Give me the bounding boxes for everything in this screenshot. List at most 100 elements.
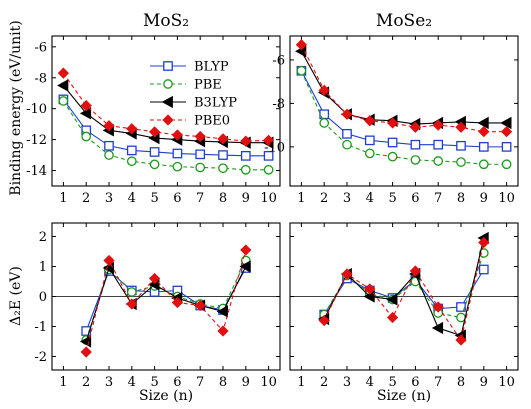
- y-tick-label: -14: [26, 164, 47, 179]
- y-tick-label: -2: [34, 350, 47, 365]
- series-line-blyp: [300, 70, 507, 148]
- x-tick-label: 5: [388, 191, 396, 206]
- ylabel-delta: Δ₂E (eV): [8, 266, 24, 326]
- data-point-pbe0: [103, 120, 115, 132]
- legend-label: BLYP: [194, 60, 229, 75]
- data-point-pbe: [456, 157, 466, 167]
- legend-marker-blyp: [163, 61, 173, 71]
- x-tick-label: 9: [242, 375, 250, 390]
- x-tick-label: 6: [173, 191, 181, 206]
- data-point-b3lyp: [216, 305, 228, 318]
- x-tick-label: 10: [260, 191, 277, 206]
- data-point-pbe: [172, 161, 183, 172]
- data-point-pbe: [218, 163, 228, 174]
- data-point-pbe0: [80, 346, 92, 358]
- data-point-pbe0: [171, 129, 184, 141]
- x-tick-label: 5: [150, 191, 158, 206]
- data-point-pbe0: [171, 296, 184, 309]
- panel-binding-mos2: 1 2 3 4 5 6 7 8 9 10 -14 -12 -10 -8 -6: [26, 35, 281, 206]
- x-tick-label: 2: [320, 375, 328, 390]
- xlabel-mose2: Size (n): [377, 388, 431, 404]
- data-point-blyp: [263, 150, 274, 161]
- data-point-pbe0: [57, 67, 70, 79]
- x-tick-label: 8: [219, 375, 227, 390]
- x-tick-label: 2: [320, 191, 328, 206]
- data-point-pbe: [478, 248, 489, 258]
- y-tick-label: -1: [34, 320, 47, 335]
- data-point-pbe0: [295, 39, 308, 51]
- data-point-pbe: [456, 312, 466, 323]
- x-tick-label: 7: [434, 191, 442, 206]
- data-point-blyp: [104, 140, 114, 151]
- series-line-pbe0: [300, 44, 507, 133]
- data-point-b3lyp: [500, 116, 512, 130]
- data-point-pbe0: [478, 236, 490, 249]
- data-point-pbe0: [341, 108, 353, 120]
- plot-frame: [51, 35, 281, 187]
- data-point-blyp: [501, 142, 512, 152]
- data-point-pbe: [501, 159, 512, 170]
- x-tick-label: 9: [480, 375, 488, 390]
- y-tick-label: 0: [39, 290, 47, 305]
- xlabel-mos2: Size (n): [139, 388, 193, 404]
- panel-binding-mose2: 1 2 3 4 5 6 7 8 9 10 -10 -8 -6: [264, 35, 519, 206]
- data-point-pbe0: [194, 299, 206, 312]
- data-point-pbe0: [240, 135, 252, 147]
- legend-marker-pbe0: [162, 114, 174, 126]
- y-tick-label: 1: [39, 260, 47, 275]
- data-point-pbe: [410, 155, 421, 165]
- data-point-pbe0: [432, 119, 444, 131]
- series-line-pbe0: [323, 242, 485, 342]
- x-tick-label: 5: [388, 375, 396, 390]
- data-point-b3lyp: [477, 116, 489, 130]
- data-point-b3lyp: [239, 260, 251, 273]
- data-point-pbe0: [80, 99, 92, 112]
- x-tick-label: 2: [82, 191, 90, 206]
- x-tick-label: 4: [366, 375, 374, 390]
- data-point-blyp: [387, 137, 398, 148]
- data-point-pbe: [387, 151, 398, 162]
- x-tick-label: 8: [457, 191, 465, 206]
- data-point-pbe0: [262, 134, 275, 147]
- data-point-pbe: [263, 164, 274, 175]
- data-point-pbe: [81, 131, 92, 142]
- data-point-pbe0: [409, 265, 422, 277]
- data-point-pbe0: [386, 311, 399, 324]
- series-line-pbe0: [85, 249, 247, 353]
- data-point-pbe: [364, 148, 375, 159]
- series-line-b3lyp: [62, 85, 269, 144]
- data-point-blyp: [456, 140, 466, 151]
- data-point-pbe0: [432, 301, 444, 313]
- y-tick-label: -6: [34, 40, 47, 55]
- panel-delta-mose2: 1 2 3 4 5 6 7 8 9 10: [289, 222, 519, 390]
- data-point-blyp: [456, 302, 466, 312]
- data-point-pbe0: [409, 121, 422, 133]
- data-point-b3lyp: [57, 79, 69, 92]
- x-tick-label: 4: [128, 191, 136, 206]
- x-tick-label: 3: [105, 191, 113, 206]
- data-point-pbe0: [500, 126, 513, 138]
- x-tick-label: 5: [150, 375, 158, 390]
- legend-marker-b3lyp: [161, 95, 173, 109]
- x-tick-label: 7: [196, 375, 204, 390]
- x-tick-label: 1: [297, 375, 305, 390]
- legend: BLYP PBE B3LYP PBE0: [150, 60, 237, 129]
- data-point-pbe0: [217, 325, 229, 337]
- series-line-b3lyp: [300, 50, 507, 125]
- data-point-blyp: [195, 149, 206, 160]
- data-point-pbe: [296, 65, 307, 76]
- data-point-pbe0: [148, 272, 161, 285]
- y-tick-label: 2: [39, 230, 47, 245]
- data-point-pbe: [58, 96, 69, 106]
- title-mos2: MoS₂: [143, 11, 189, 31]
- data-point-pbe: [126, 156, 137, 167]
- data-point-pbe0: [364, 115, 376, 127]
- x-tick-label: 3: [343, 375, 351, 390]
- data-point-pbe0: [364, 283, 376, 295]
- y-tick-label: -12: [26, 133, 47, 148]
- data-point-pbe0: [240, 244, 252, 256]
- data-point-pbe0: [194, 130, 206, 143]
- legend-marker-pbe: [163, 79, 173, 89]
